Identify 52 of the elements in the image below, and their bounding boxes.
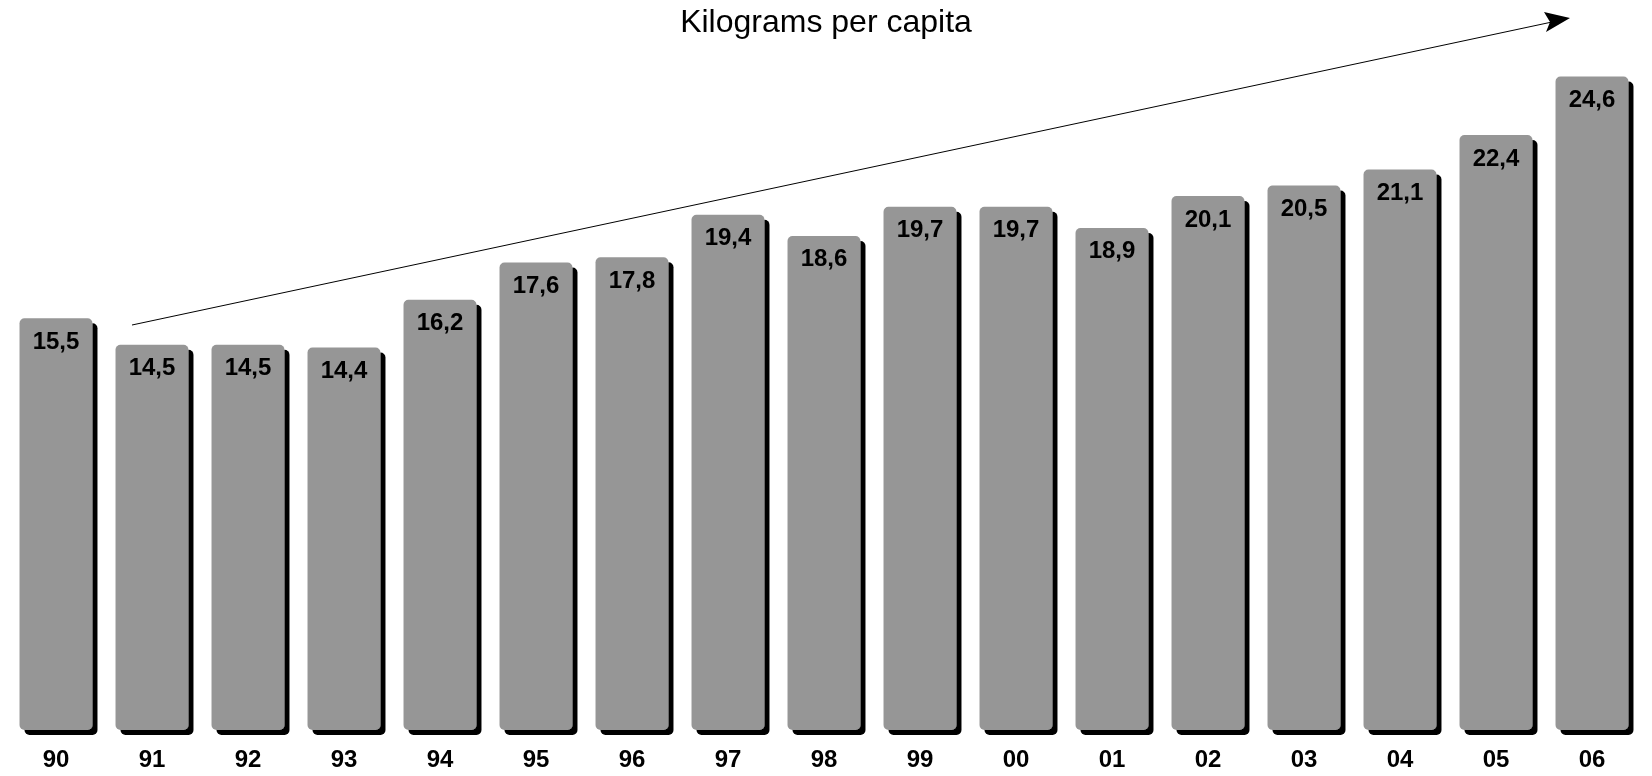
x-tick-label: 95 xyxy=(522,744,550,772)
bar xyxy=(1171,196,1245,730)
data-label: 17,8 xyxy=(608,265,656,293)
x-tick-label: 93 xyxy=(330,744,358,772)
data-label: 20,1 xyxy=(1184,204,1232,232)
x-tick-label: 99 xyxy=(906,744,934,772)
data-label: 19,7 xyxy=(992,215,1040,243)
x-tick-label: 90 xyxy=(42,744,70,772)
bar xyxy=(211,344,285,730)
data-label: 21,1 xyxy=(1376,178,1424,206)
bar xyxy=(1459,135,1533,730)
data-label: 24,6 xyxy=(1568,85,1616,113)
x-tick-label: 02 xyxy=(1194,744,1222,772)
x-tick-label: 01 xyxy=(1098,744,1126,772)
bar xyxy=(115,344,189,730)
x-tick-label: 97 xyxy=(714,744,742,772)
data-label: 18,9 xyxy=(1088,236,1136,264)
bar xyxy=(1555,76,1629,730)
bar xyxy=(1075,227,1149,730)
bar xyxy=(979,206,1053,730)
data-label: 15,5 xyxy=(32,326,80,354)
data-label: 14,5 xyxy=(224,353,272,381)
chart-title: Kilograms per capita xyxy=(680,3,973,39)
x-tick-label: 92 xyxy=(234,744,262,772)
x-tick-label: 06 xyxy=(1578,744,1606,772)
x-tick-label: 94 xyxy=(426,744,454,772)
bar xyxy=(787,235,861,730)
data-label: 16,2 xyxy=(416,308,464,336)
x-tick-label: 04 xyxy=(1386,744,1414,772)
data-label: 20,5 xyxy=(1280,193,1328,221)
x-tick-label: 00 xyxy=(1002,744,1030,772)
bar xyxy=(499,262,573,730)
bar xyxy=(691,214,765,730)
x-tick-label: 03 xyxy=(1290,744,1318,772)
x-tick-label: 96 xyxy=(618,744,646,772)
data-label: 17,6 xyxy=(512,271,560,298)
x-tick-label: 91 xyxy=(138,744,166,772)
bar xyxy=(403,299,477,730)
bar xyxy=(595,257,669,730)
bar xyxy=(883,206,957,730)
bar xyxy=(1267,185,1341,730)
data-label: 22,4 xyxy=(1472,143,1520,171)
x-tick-label: 05 xyxy=(1482,744,1510,772)
data-label: 19,4 xyxy=(704,223,752,251)
bar xyxy=(307,347,381,730)
data-label: 14,4 xyxy=(320,356,368,383)
x-tick-label: 98 xyxy=(810,744,838,772)
bar xyxy=(1363,169,1437,730)
bar xyxy=(19,318,93,730)
data-label: 19,7 xyxy=(896,215,944,243)
data-label: 18,6 xyxy=(800,244,848,272)
data-label: 14,5 xyxy=(128,353,176,381)
